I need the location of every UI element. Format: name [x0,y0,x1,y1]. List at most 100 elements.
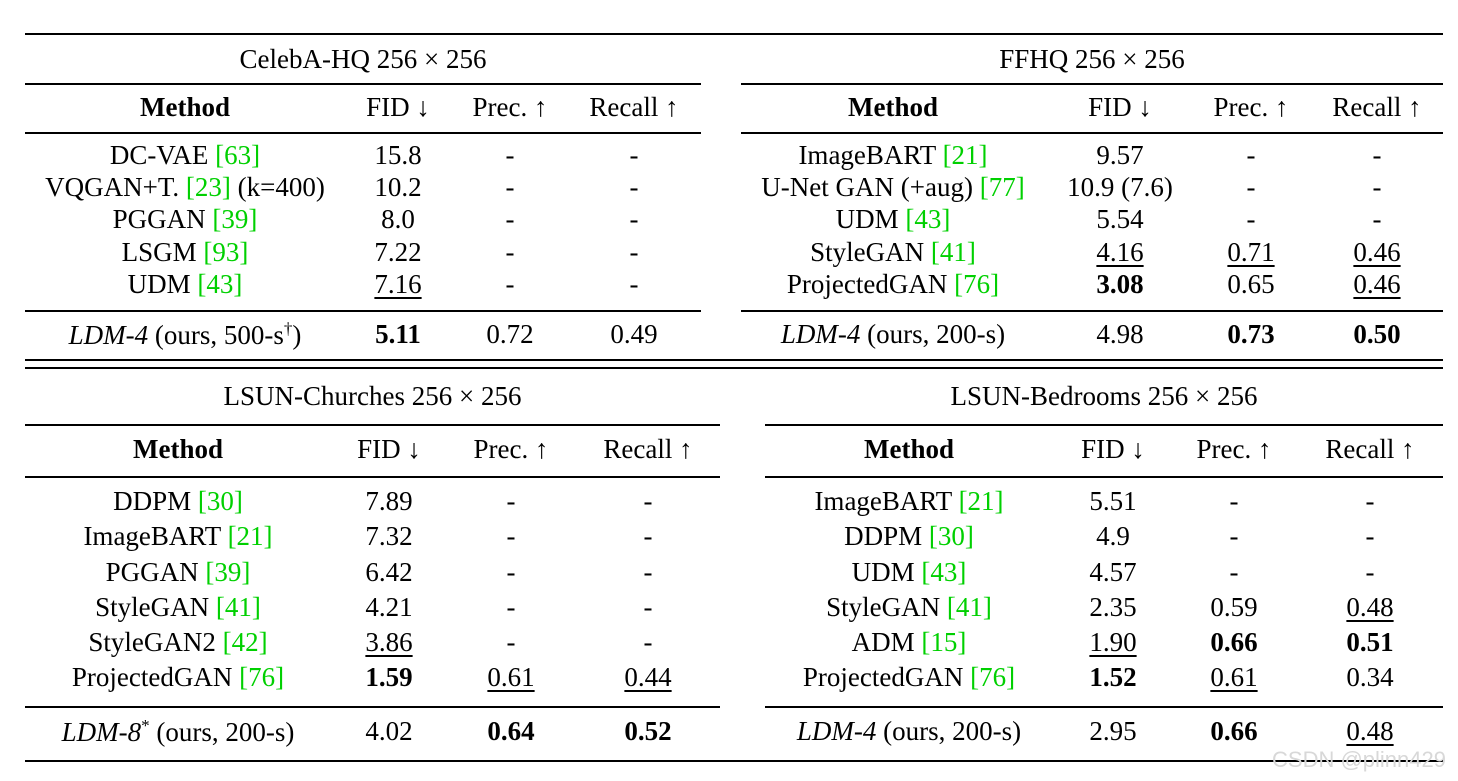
recall-value: 0.46 [1353,269,1401,299]
recall-value: 0.48 [1346,592,1394,622]
precision-value: - [1246,204,1256,234]
recall-value: - [1365,486,1375,516]
precision-value: 0.71 [1227,237,1275,267]
method-label: StyleGAN2 [88,627,223,657]
precision-value: - [505,269,515,299]
table-row-method: ProjectedGAN [76] [803,662,1015,693]
precision-value: 0.59 [1210,592,1258,622]
method-name: DDPM [30] [113,486,243,516]
table-rule [25,706,720,708]
method-name: ProjectedGAN [76] [72,662,284,692]
table-row-precision: 0.71 [1227,237,1274,268]
precision-value: - [1246,172,1256,202]
header-method: Method [140,92,230,122]
table-row-precision: - [507,592,516,623]
method-label: DC-VAE [109,140,216,170]
table-row-fid: 8.0 [381,204,415,235]
table-header-cell: Method [848,92,938,123]
citation-link: [42] [222,627,268,657]
method-name: StyleGAN2 [42] [88,627,267,657]
method-name: StyleGAN [41] [95,592,261,622]
table-row-recall: - [630,204,639,235]
recall-value: 0.51 [1346,627,1394,657]
table-middle-rule-1 [25,359,1443,361]
ours-method-name: LDM-4 (ours, 200-s) [781,319,1005,349]
method-label: UDM [127,269,198,299]
table-row-fid: 5.54 [1096,204,1143,235]
fid-value: 4.21 [365,592,413,622]
table-row-method: LSGM [93] [122,237,249,268]
recall-value: - [1372,204,1382,234]
recall-value: - [629,237,639,267]
ours-superscript: † [283,319,293,338]
method-name: ProjectedGAN [76] [787,269,999,299]
table-row-method: DC-VAE [63] [110,140,260,171]
table-row-fid: 4.16 [1096,237,1143,268]
table-row-method: DDPM [30] [844,521,974,552]
table-row-fid: 2.35 [1089,592,1136,623]
header-precision: Prec. ↑ [472,92,548,122]
precision-value: 0.65 [1227,269,1275,299]
fid-value: 7.89 [365,486,413,516]
header-method: Method [133,434,223,464]
table-header-cell: Recall ↑ [1325,434,1414,465]
ours-detail: (ours, 200-s) [149,717,295,747]
table-row-fid: 1.90 [1089,627,1136,658]
ours-close-paren: ) [292,320,302,350]
ours-model-name: LDM-4 [780,319,861,349]
table-row-recall: 0.51 [1346,627,1393,658]
table-rule [25,132,701,134]
citation-link: [43] [197,269,243,299]
recall-value: 0.34 [1346,662,1394,692]
table-title: LSUN-Bedrooms 256 × 256 [950,381,1258,411]
table-header-cell: Recall ↑ [603,434,692,465]
table-row-recall: - [630,172,639,203]
table-row-recall: 0.46 [1353,269,1400,300]
table-rule [741,132,1443,134]
citation-link: [21] [227,521,273,551]
table-rule [25,83,701,85]
ours-row-precision: 0.66 [1210,716,1257,747]
recall-value: 0.46 [1353,237,1401,267]
table-row-method: PGGAN [39] [106,557,251,588]
table-row-method: ImageBART [21] [814,486,1003,517]
fid-value: 10.9 (7.6) [1067,172,1173,202]
ours-fid-value: 2.95 [1089,716,1137,746]
header-precision: Prec. ↑ [473,434,549,464]
header-method: Method [848,92,938,122]
method-name: StyleGAN [41] [810,237,976,267]
table-header-cell: Recall ↑ [589,92,678,123]
table-header-cell: Prec. ↑ [474,434,549,465]
method-name: UDM [43] [128,269,243,299]
fid-value: 5.54 [1096,204,1144,234]
ours-precision-value: 0.64 [487,716,535,746]
fid-value: 6.42 [365,557,413,587]
ours-row-method: LDM-4 (ours, 200-s) [797,716,1021,747]
table-row-fid: 3.08 [1096,269,1143,300]
method-label: U-Net GAN (+aug) [761,172,980,202]
precision-value: - [505,172,515,202]
fid-value: 4.16 [1096,237,1144,267]
table-header-cell: FID ↓ [366,92,430,123]
fid-value: 15.8 [374,140,422,170]
table-row-precision: - [506,140,515,171]
ours-row-method: LDM-4 (ours, 500-s†) [69,319,302,351]
table-row-recall: - [644,627,653,658]
method-name: DDPM [30] [844,521,974,551]
method-label: DDPM [844,521,929,551]
method-label: ProjectedGAN [71,662,240,692]
method-label: ProjectedGAN [802,662,971,692]
table-row-method: ADM [15] [852,627,967,658]
fid-value: 3.08 [1096,269,1144,299]
table-header-cell: Prec. ↑ [1197,434,1272,465]
table-rule [765,706,1443,708]
table-row-method: ProjectedGAN [76] [787,269,999,300]
results-table: LSUN-Bedrooms 256 × 256 Method FID ↓ Prec. … [765,0,1443,781]
ours-recall-value: 0.49 [610,319,658,349]
citation-link: [21] [942,140,988,170]
citation-link: [76] [970,662,1016,692]
ours-superscript: * [141,716,150,735]
table-title: LSUN-Churches 256 × 256 [223,381,522,411]
precision-value: - [1229,521,1239,551]
table-row-method: VQGAN+T. [23] (k=400) [45,172,325,203]
